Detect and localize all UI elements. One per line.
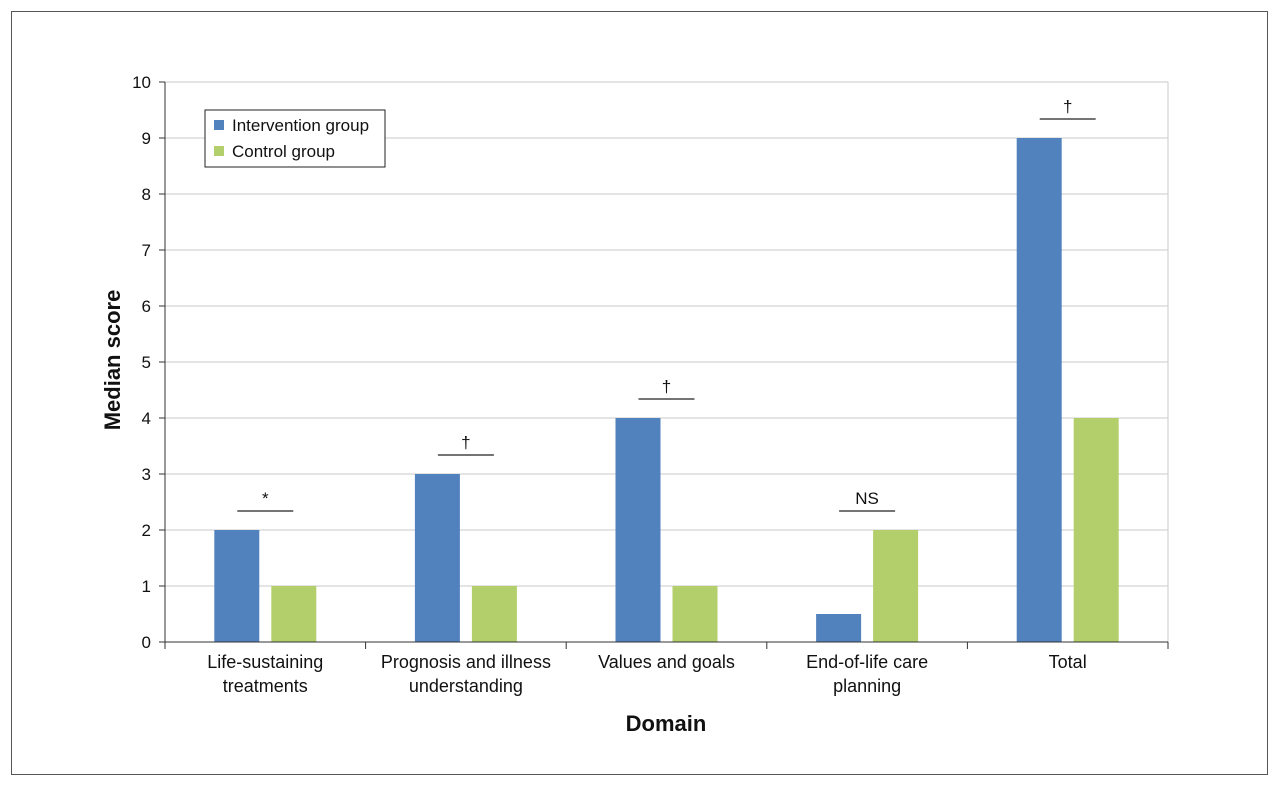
significance-markers: * † † NS † bbox=[237, 97, 1096, 512]
legend-swatch-control bbox=[214, 146, 224, 156]
significance-label: * bbox=[262, 489, 269, 508]
x-tick-label: planning bbox=[833, 676, 901, 696]
bar-intervention bbox=[816, 614, 862, 642]
legend: Intervention group Control group bbox=[204, 109, 386, 168]
figure-frame bbox=[11, 11, 1268, 775]
y-tick-label: 8 bbox=[142, 185, 151, 204]
x-tick-label: Prognosis and illness bbox=[381, 652, 551, 672]
bar-control bbox=[471, 586, 517, 642]
x-axis-title: Domain bbox=[626, 711, 707, 736]
legend-box bbox=[204, 109, 386, 168]
legend-label-control: Control group bbox=[232, 142, 335, 161]
bar-control bbox=[271, 586, 317, 642]
y-axis-title: Median score bbox=[100, 290, 125, 431]
bar-control bbox=[672, 586, 718, 642]
y-tick-label: 1 bbox=[142, 577, 151, 596]
x-tick-label: Values and goals bbox=[598, 652, 735, 672]
x-tick-label: Total bbox=[1049, 652, 1087, 672]
bars bbox=[214, 138, 1119, 642]
y-tick-label: 0 bbox=[142, 633, 151, 652]
significance-label: † bbox=[1063, 97, 1072, 116]
legend-swatch-intervention bbox=[214, 120, 224, 130]
bar-intervention bbox=[414, 474, 460, 642]
y-tick-label: 2 bbox=[142, 521, 151, 540]
legend-label-intervention: Intervention group bbox=[232, 116, 369, 135]
y-tick-label: 7 bbox=[142, 241, 151, 260]
bar-control bbox=[1073, 418, 1119, 642]
bar-intervention bbox=[1016, 138, 1062, 642]
y-tick-label: 6 bbox=[142, 297, 151, 316]
y-tick-label: 3 bbox=[142, 465, 151, 484]
x-tick-label: End-of-life care bbox=[806, 652, 928, 672]
y-tick-label: 4 bbox=[142, 409, 151, 428]
bar-intervention bbox=[214, 530, 260, 642]
axes: 0 1 2 3 4 5 6 7 8 9 10 Life-sustaining treatments Pro… bbox=[132, 73, 1169, 696]
bar-intervention bbox=[615, 418, 661, 642]
y-tick-label: 5 bbox=[142, 353, 151, 372]
x-tick-label: Life-sustaining bbox=[207, 652, 323, 672]
x-tick-label: treatments bbox=[223, 676, 308, 696]
bar-control bbox=[873, 530, 919, 642]
significance-label: NS bbox=[855, 489, 879, 508]
x-tick-label: understanding bbox=[409, 676, 523, 696]
y-tick-label: 10 bbox=[132, 73, 151, 92]
significance-label: † bbox=[662, 377, 671, 396]
y-tick-label: 9 bbox=[142, 129, 151, 148]
significance-label: † bbox=[461, 433, 470, 452]
